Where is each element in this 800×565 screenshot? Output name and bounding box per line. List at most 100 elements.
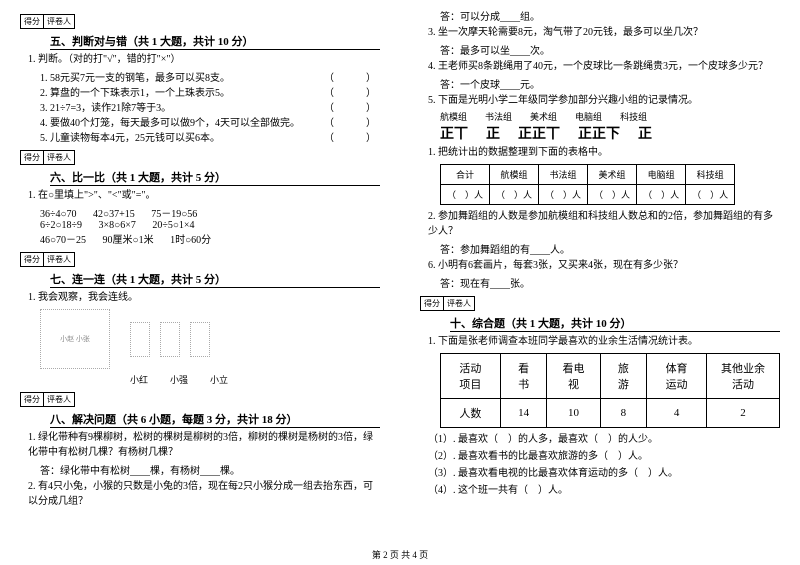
object-3 [190, 322, 210, 357]
r-a3: 答：最多可以坐____次。 [440, 42, 780, 57]
tally-t1: 正丅 [440, 123, 468, 143]
th3: 美术组 [588, 165, 637, 185]
th0: 合计 [441, 165, 490, 185]
section-6-title: 六、比一比（共 1 大题，共计 5 分） [50, 169, 380, 186]
section-7-title: 七、连一连（共 1 大题，共计 5 分） [50, 271, 380, 288]
score-box: 得分 评卷人 [20, 150, 75, 165]
r-q6: 6. 小明有6套画片，每套3张，又买来4张，现在有多少张？ [428, 258, 780, 273]
act-td3: 10 [547, 399, 600, 428]
act-td4: 8 [600, 399, 647, 428]
s10-q1: 1. 下面是张老师调查本班同学最喜欢的业余生活情况统计表。 [428, 334, 780, 349]
matching-figure: 小赵 小张 [40, 309, 380, 369]
r-q5: 5. 下面是光明小学二年级同学参加部分兴趣小组的记录情况。 [428, 93, 780, 108]
r-sub2: 2. 参加舞蹈组的人数是参加航模组和科技组人数总和的2倍，参加舞蹈组的有多少人？ [428, 209, 780, 239]
r-a6: 答：现在有____张。 [440, 275, 780, 290]
object-2 [160, 322, 180, 357]
s7-q1: 1. 我会观察，我会连线。 [28, 290, 380, 305]
r-a4: 答：一个皮球____元。 [440, 76, 780, 91]
score-box: 得分 评卷人 [20, 252, 75, 267]
score-label: 得分 [21, 253, 44, 266]
blank-paren: （ ） [324, 84, 380, 99]
cell: （ ）人 [539, 185, 588, 205]
tally-t3: 正正丅 [518, 123, 560, 143]
cell: （ ）人 [686, 185, 735, 205]
section-5-title: 五、判断对与错（共 1 大题，共计 10 分） [50, 33, 380, 50]
s6-r1b: 42○37+15 [93, 209, 135, 220]
th5: 科技组 [686, 165, 735, 185]
grader-label: 评卷人 [44, 393, 74, 406]
s6-r2c: 20÷5○1×4 [152, 220, 194, 231]
s8-q2: 2. 有4只小兔，小猴的只数是小兔的3倍，现在每2只小猴分成一组去抬东西，可以分… [28, 479, 380, 509]
label-n1: 小红 [130, 373, 148, 386]
act-th4: 旅游 [600, 354, 647, 399]
act-td6: 2 [706, 399, 779, 428]
act-td1: 人数 [441, 399, 501, 428]
s6-r1a: 36÷4○70 [40, 209, 77, 220]
label-n2: 小强 [170, 373, 188, 386]
s5-i5: 5. 儿童读物每本4元，25元钱可以买6本。 [40, 129, 220, 144]
score-label: 得分 [421, 297, 444, 310]
tally-h5: 科技组 [620, 110, 647, 123]
tally-t5: 正 [638, 123, 652, 143]
s8-q1: 1. 绿化带种有9棵柳树，松树的棵树是柳树的3倍，柳树的棵树是杨树的3倍，绿化带… [28, 430, 380, 460]
score-box: 得分 评卷人 [20, 14, 75, 29]
s6-r3b: 90厘米○1米 [103, 231, 154, 246]
th4: 电脑组 [637, 165, 686, 185]
th2: 书法组 [539, 165, 588, 185]
tally-t2: 正 [486, 123, 500, 143]
score-label: 得分 [21, 15, 44, 28]
tally-h1: 航模组 [440, 110, 467, 123]
blank-paren: （ ） [324, 114, 380, 129]
people-illustration: 小赵 小张 [40, 309, 110, 369]
s10-i2: （2）. 最喜欢看书的比最喜欢旅游的多（ ）人。 [428, 449, 780, 464]
grader-label: 评卷人 [44, 15, 74, 28]
tally-h2: 书法组 [485, 110, 512, 123]
s5-i3: 3. 21÷7=3，读作21除7等于3。 [40, 99, 171, 114]
grader-label: 评卷人 [444, 297, 474, 310]
cell: （ ）人 [588, 185, 637, 205]
object-1 [130, 322, 150, 357]
s6-r3c: 1时○60分 [170, 231, 211, 246]
act-th5: 体育运动 [647, 354, 707, 399]
tally-table: 合计 航模组 书法组 美术组 电脑组 科技组 （ ）人 （ ）人 （ ）人 （ … [440, 164, 735, 205]
label-n3: 小立 [210, 373, 228, 386]
tally-h3: 美术组 [530, 110, 557, 123]
score-label: 得分 [21, 393, 44, 406]
s6-r2b: 3×8○6×7 [99, 220, 136, 231]
s10-i3: （3）. 最喜欢看电视的比最喜欢体育运动的多（ ）人。 [428, 466, 780, 481]
s6-r3a: 46○70－25 [40, 231, 86, 246]
act-td2: 14 [500, 399, 547, 428]
score-label: 得分 [21, 151, 44, 164]
cell: （ ）人 [490, 185, 539, 205]
s10-i4: （4）. 这个班一共有（ ）人。 [428, 483, 780, 498]
tally-h4: 电脑组 [575, 110, 602, 123]
blank-paren: （ ） [324, 129, 380, 144]
grader-label: 评卷人 [44, 151, 74, 164]
s5-i1: 1. 58元买7元一支的钢笔，最多可以买8支。 [40, 69, 230, 84]
s8-a1: 答：绿化带中有松树____棵，有杨树____棵。 [40, 462, 380, 477]
objects-illustration [130, 322, 210, 357]
s5-i4: 4. 要做40个灯笼，每天最多可以做9个，4天可以全部做完。 [40, 114, 300, 129]
score-box: 得分 评卷人 [20, 392, 75, 407]
act-td5: 4 [647, 399, 707, 428]
act-th6: 其他业余活动 [706, 354, 779, 399]
activity-table: 活动项目 看书 看电视 旅游 体育运动 其他业余活动 人数 14 10 8 4 … [440, 353, 780, 428]
r-a2: 答：可以分成____组。 [440, 8, 780, 23]
score-box: 得分 评卷人 [420, 296, 475, 311]
grader-label: 评卷人 [44, 253, 74, 266]
r-a5: 答：参加舞蹈组的有____人。 [440, 241, 780, 256]
s6-r1c: 75－19○56 [151, 205, 197, 220]
r-q3: 3. 坐一次摩天轮需要8元，淘气带了20元钱，最多可以坐几次？ [428, 25, 780, 40]
tally-t4: 正正下 [578, 123, 620, 143]
section-8-title: 八、解决问题（共 6 小题，每题 3 分，共计 18 分） [50, 411, 380, 428]
s10-i1: （1）. 最喜欢（ ）的人多，最喜欢（ ）的人少。 [428, 432, 780, 447]
cell: （ ）人 [441, 185, 490, 205]
s6-r2a: 6÷2○18÷9 [40, 220, 82, 231]
s6-q1: 1. 在○里填上">"、"<"或"="。 [28, 188, 380, 203]
s5-q1: 1. 判断。（对的打"√"，错的打"×"） [28, 52, 380, 67]
blank-paren: （ ） [324, 99, 380, 114]
section-10-title: 十、综合题（共 1 大题，共计 10 分） [450, 315, 780, 332]
blank-paren: （ ） [324, 69, 380, 84]
act-th1: 活动项目 [441, 354, 501, 399]
r-q4: 4. 王老师买8条跳绳用了40元，一个皮球比一条跳绳贵3元，一个皮球多少元？ [428, 59, 780, 74]
